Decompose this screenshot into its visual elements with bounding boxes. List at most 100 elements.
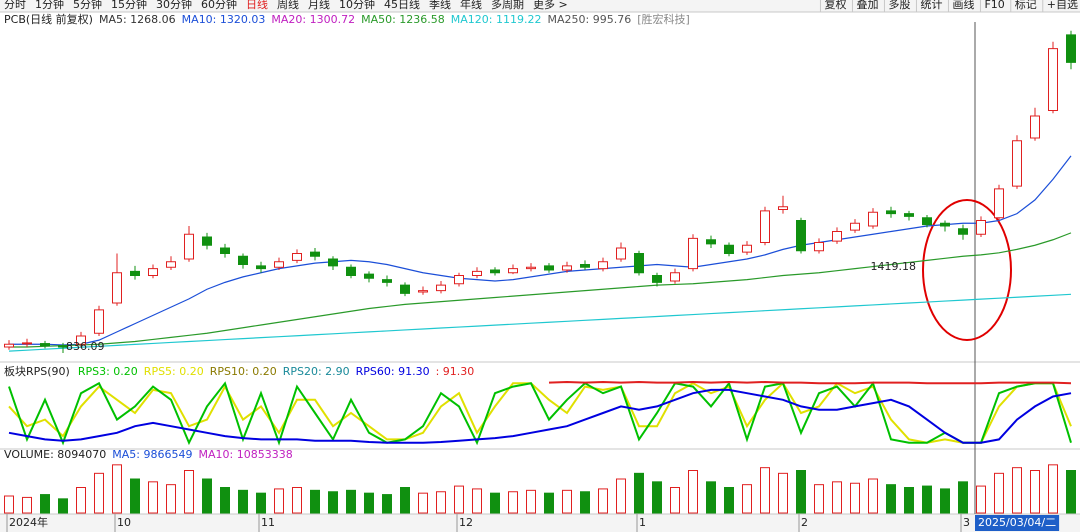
period-button[interactable]: 60分钟 — [201, 0, 237, 11]
volume-bar — [76, 487, 86, 514]
legend-item: RPS60: 91.30 — [356, 365, 430, 378]
legend-item: MA50: 1236.58 — [361, 13, 445, 26]
x-tick-label: 2 — [801, 516, 808, 529]
volume-bar — [940, 488, 950, 514]
candle-body — [328, 258, 338, 267]
period-button[interactable]: 5分钟 — [73, 0, 102, 11]
period-button[interactable]: 周线 — [277, 0, 299, 11]
period-button[interactable]: 日线 — [246, 0, 268, 11]
legend-item: MA10: 10853338 — [198, 448, 292, 461]
candle-body — [148, 268, 158, 276]
candle-body — [904, 213, 914, 217]
candle-body — [580, 264, 590, 268]
tool-button[interactable]: 复权 — [824, 0, 846, 11]
volume-bar — [490, 492, 500, 514]
volume-bar — [1012, 467, 1022, 514]
candle-body — [796, 220, 806, 252]
x-tick-label: 1 — [639, 516, 646, 529]
volume-bar — [40, 494, 50, 514]
candle-body — [94, 309, 104, 334]
volume-bar — [958, 481, 968, 514]
series-line — [8, 381, 1072, 444]
candle-body — [634, 253, 644, 274]
x-tick-label: 2024年 — [9, 515, 48, 529]
volume-bar — [976, 485, 986, 514]
tool-button[interactable]: 画线 — [952, 0, 974, 11]
candle-body — [238, 255, 248, 265]
volume-bar — [364, 492, 374, 514]
candle-body — [472, 270, 482, 276]
volume-bar — [670, 487, 680, 514]
candle-body — [868, 211, 878, 227]
tool-button[interactable]: 叠加 — [856, 0, 878, 11]
candle-body — [40, 343, 50, 347]
x-tick-label: 3 — [963, 516, 970, 529]
candle-body — [886, 210, 896, 215]
volume-bar — [850, 482, 860, 514]
tool-button[interactable]: F10 — [984, 0, 1004, 11]
x-tick-label: 10 — [117, 516, 131, 529]
annotation: 1419.18 — [871, 260, 917, 273]
period-button[interactable]: 年线 — [460, 0, 482, 11]
volume-bar — [112, 464, 122, 514]
period-button[interactable]: 1分钟 — [35, 0, 64, 11]
legend-item: RPS10: 0.20 — [210, 365, 277, 378]
volume-bar — [346, 489, 356, 514]
volume-bar — [292, 487, 302, 514]
legend-item: VOLUME: 8094070 — [4, 448, 106, 461]
tool-button[interactable]: 标记 — [1015, 0, 1037, 11]
period-button[interactable]: 多周期 — [491, 0, 524, 11]
tool-button[interactable]: +自选 — [1047, 0, 1078, 11]
volume-bar — [598, 488, 608, 514]
volume-bar — [742, 484, 752, 514]
period-button[interactable]: 更多 > — [533, 0, 568, 11]
volume-bar — [328, 491, 338, 514]
candle-body — [202, 236, 212, 246]
cursor-date-box — [975, 515, 1060, 531]
volume-bar — [544, 492, 554, 514]
volume-bar — [778, 472, 788, 514]
volume-bar — [436, 491, 446, 514]
candle-body — [562, 265, 572, 271]
candle-body — [454, 275, 464, 285]
candle-body — [994, 188, 1004, 219]
volume-bar — [148, 481, 158, 514]
series-line — [8, 293, 1072, 352]
candle-body — [598, 261, 608, 270]
candle-body — [58, 345, 68, 348]
period-button[interactable]: 15分钟 — [111, 0, 147, 11]
volume-bar — [472, 488, 482, 514]
candle-body — [76, 335, 86, 345]
candle-body — [4, 343, 14, 348]
x-tick-label: 12 — [459, 516, 473, 529]
period-button[interactable]: 月线 — [308, 0, 330, 11]
volume-bar — [868, 478, 878, 514]
volume-bar — [562, 489, 572, 514]
period-button[interactable]: 45日线 — [384, 0, 420, 11]
panel-title: 板块RPS(90) — [4, 364, 70, 378]
candle-body — [436, 284, 446, 292]
legend-item: MA20: 1300.72 — [271, 13, 355, 26]
candle-body — [220, 247, 230, 254]
volume-bar — [616, 478, 626, 514]
candle-body — [292, 253, 302, 261]
candle-body — [958, 228, 968, 235]
volume-bar — [58, 498, 68, 514]
legend-item: RPS5: 0.20 — [144, 365, 204, 378]
period-button[interactable]: 30分钟 — [156, 0, 192, 11]
candle-body — [256, 265, 266, 270]
candle-body — [382, 279, 392, 283]
period-button[interactable]: 季线 — [429, 0, 451, 11]
toolbar — [0, 0, 1080, 12]
candle-body — [850, 222, 860, 231]
candle-body — [1048, 48, 1058, 111]
volume-bar — [1048, 464, 1058, 514]
candle-body — [922, 217, 932, 226]
candle-body — [940, 222, 950, 227]
tool-button[interactable]: 多股 — [888, 0, 910, 11]
period-button[interactable]: 10分钟 — [339, 0, 375, 11]
volume-bar — [4, 495, 14, 514]
tool-button[interactable]: 统计 — [920, 0, 942, 11]
period-button[interactable]: 分时 — [4, 0, 26, 11]
